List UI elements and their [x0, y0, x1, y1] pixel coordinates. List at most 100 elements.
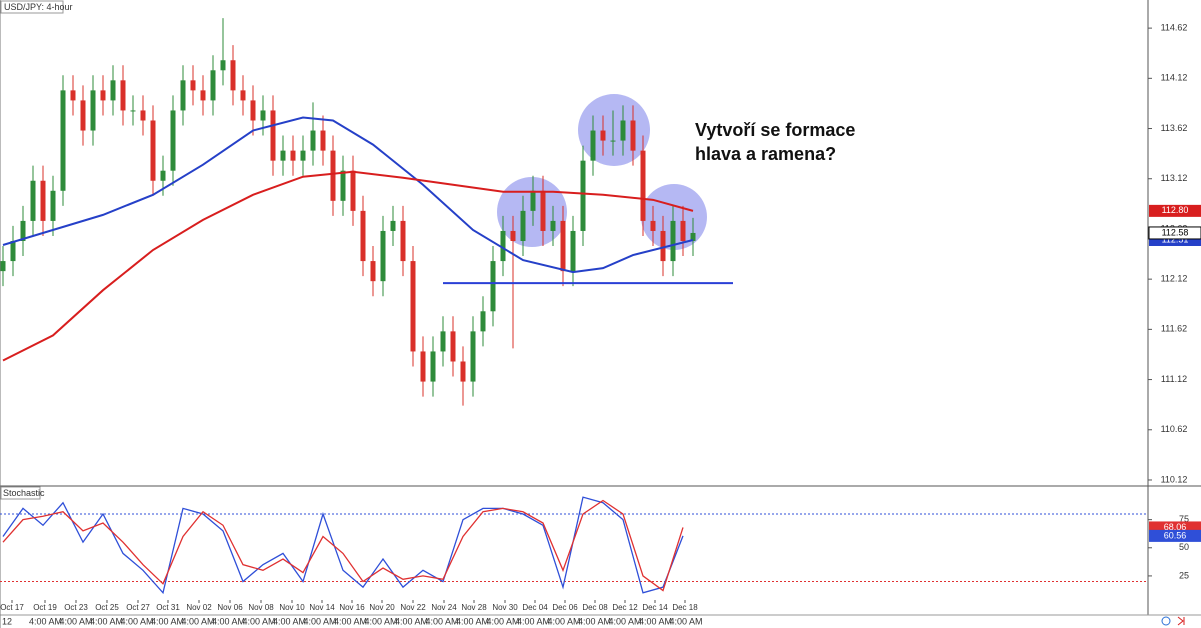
candle-body: [530, 190, 536, 211]
candle-body: [20, 220, 26, 241]
time-label: 4:00 AM: [517, 616, 550, 626]
x-tick-label: Dec 18: [672, 603, 698, 612]
x-tick-label: Dec 12: [612, 603, 638, 612]
x-tick-label: Nov 16: [339, 603, 365, 612]
candle-body: [390, 220, 396, 231]
time-label: 4:00 AM: [242, 616, 275, 626]
candle-body: [460, 361, 466, 382]
candle-body: [480, 311, 486, 332]
candle-body: [70, 90, 76, 101]
candle-body: [420, 351, 426, 382]
candle-body: [40, 180, 46, 221]
indicator-box: [0, 486, 41, 500]
x-tick-label: Nov 06: [217, 603, 243, 612]
candle-body: [550, 220, 556, 231]
candle-body: [270, 110, 276, 161]
head-circle: [578, 94, 650, 166]
candle-body: [80, 100, 86, 131]
x-tick-label: Dec 14: [642, 603, 668, 612]
candle-body: [340, 170, 346, 201]
y-tick-label: 111.62: [1161, 324, 1187, 334]
y-tick-label: 111.12: [1161, 374, 1187, 384]
x-tick-label: Dec 08: [582, 603, 608, 612]
annotation: Vytvoří se formace: [695, 120, 855, 140]
candle-body: [170, 110, 176, 171]
time-label: 4:00 AM: [181, 616, 214, 626]
moving-average: [2, 116, 694, 274]
candle-body: [260, 110, 266, 121]
time-label: 4:00 AM: [395, 616, 428, 626]
time-label: 4:00 AM: [273, 616, 306, 626]
candle-body: [190, 80, 196, 91]
candle-body: [10, 240, 16, 262]
candle-body: [360, 210, 366, 262]
time-label: 4:00 AM: [578, 616, 611, 626]
candle-body: [570, 230, 576, 272]
y-tick-label: 25: [1179, 570, 1189, 580]
time-label: 12: [2, 616, 12, 626]
candle-body: [410, 261, 416, 352]
last-value-tag: [1148, 226, 1201, 240]
candle-body: [210, 70, 216, 101]
time-label: 4:00 AM: [669, 616, 702, 626]
last-value-label: 60.56: [1164, 530, 1187, 540]
candle-body: [380, 230, 386, 282]
time-label: 4:00 AM: [29, 616, 62, 626]
candle-body: [610, 140, 616, 142]
indicator-title: Stochastic: [3, 488, 45, 498]
candle-body: [140, 110, 146, 121]
y-tick-label: 113.62: [1161, 123, 1188, 133]
y-tick-label: 110.12: [1161, 474, 1188, 484]
time-label: 4:00 AM: [151, 616, 184, 626]
candle-body: [220, 60, 226, 71]
time-label: 4:00 AM: [334, 616, 367, 626]
candle-body: [200, 90, 206, 101]
candle-body: [160, 170, 166, 181]
x-tick-label: Oct 25: [95, 603, 119, 612]
candle-body: [540, 190, 546, 231]
stochastic-line: [2, 496, 684, 595]
chart-title: USD/JPY: 4-hour: [4, 2, 73, 12]
candle-body: [440, 331, 446, 352]
candle-body: [60, 90, 66, 191]
candle-body: [520, 210, 526, 241]
x-tick-label: Dec 06: [552, 603, 578, 612]
candle-body: [290, 150, 296, 161]
time-label: 4:00 AM: [486, 616, 519, 626]
candle-body: [470, 331, 476, 382]
candle-body: [600, 130, 606, 141]
candle-body: [690, 232, 696, 241]
icon[interactable]: [1161, 616, 1171, 626]
candle-body: [110, 80, 116, 101]
icon[interactable]: [1177, 616, 1185, 626]
candle-body: [450, 331, 456, 362]
x-tick-label: Nov 10: [279, 603, 305, 612]
candle-body: [90, 90, 96, 131]
moving-average: [2, 170, 694, 362]
x-tick-label: Dec 04: [522, 603, 548, 612]
time-label: 4:00 AM: [59, 616, 92, 626]
time-label: 4:00 AM: [364, 616, 397, 626]
x-tick-label: Oct 19: [33, 603, 57, 612]
candle-body: [100, 90, 106, 101]
candle-body: [580, 160, 586, 231]
x-tick-label: Nov 14: [309, 603, 335, 612]
candle-body: [490, 261, 496, 312]
x-tick-label: Nov 02: [186, 603, 212, 612]
toolbar-icons[interactable]: [1161, 616, 1185, 626]
x-tick-label: Nov 22: [400, 603, 426, 612]
x-tick-label: Nov 08: [248, 603, 274, 612]
candle-body: [130, 110, 136, 112]
candle-body: [430, 351, 436, 382]
x-tick-label: Oct 27: [126, 603, 150, 612]
candle-body: [50, 190, 56, 221]
candle-body: [640, 150, 646, 221]
candle-body: [180, 80, 186, 111]
annotation: hlava a ramena?: [695, 144, 836, 164]
x-tick-label: Nov 30: [492, 603, 518, 612]
time-label: 4:00 AM: [90, 616, 123, 626]
candle-body: [320, 130, 326, 151]
y-tick-label: 75: [1179, 514, 1189, 524]
candle-body: [150, 120, 156, 181]
